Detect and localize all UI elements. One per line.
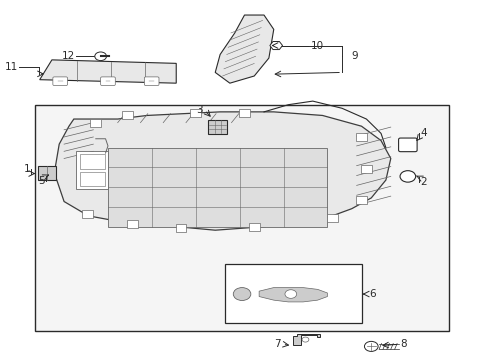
FancyBboxPatch shape — [175, 225, 186, 232]
Bar — [38, 166, 56, 180]
Polygon shape — [54, 112, 390, 230]
Text: 4: 4 — [419, 129, 426, 138]
Text: 2: 2 — [419, 177, 426, 187]
Circle shape — [95, 52, 106, 60]
Text: 9: 9 — [351, 51, 358, 61]
Polygon shape — [269, 41, 282, 50]
Circle shape — [302, 337, 308, 342]
FancyBboxPatch shape — [82, 210, 93, 218]
FancyBboxPatch shape — [53, 77, 67, 86]
Polygon shape — [40, 60, 176, 83]
FancyBboxPatch shape — [360, 165, 371, 173]
FancyBboxPatch shape — [239, 109, 249, 117]
Circle shape — [285, 290, 296, 298]
Text: 10: 10 — [310, 41, 323, 50]
Bar — [108, 148, 327, 226]
Text: 6: 6 — [368, 289, 375, 299]
FancyBboxPatch shape — [101, 77, 115, 86]
Text: 7: 7 — [274, 339, 281, 349]
Text: 1: 1 — [23, 164, 30, 174]
Circle shape — [399, 171, 415, 182]
Polygon shape — [259, 288, 327, 302]
Text: 8: 8 — [400, 339, 407, 349]
FancyBboxPatch shape — [190, 109, 201, 117]
Polygon shape — [215, 15, 273, 83]
FancyBboxPatch shape — [144, 77, 159, 86]
FancyBboxPatch shape — [127, 220, 138, 228]
FancyBboxPatch shape — [90, 119, 101, 127]
Bar — [80, 154, 104, 168]
Circle shape — [233, 288, 250, 301]
FancyBboxPatch shape — [122, 111, 133, 119]
FancyBboxPatch shape — [355, 196, 366, 204]
Text: 11: 11 — [4, 62, 18, 72]
Text: 12: 12 — [61, 51, 75, 61]
Bar — [35, 105, 448, 330]
Bar — [80, 172, 104, 186]
Bar — [224, 264, 361, 323]
Circle shape — [364, 341, 377, 351]
FancyBboxPatch shape — [398, 138, 416, 152]
Bar — [76, 151, 108, 189]
Text: 5: 5 — [38, 176, 44, 186]
FancyBboxPatch shape — [248, 224, 259, 231]
FancyBboxPatch shape — [326, 214, 337, 222]
Polygon shape — [293, 334, 320, 345]
FancyBboxPatch shape — [207, 120, 227, 134]
FancyBboxPatch shape — [355, 133, 366, 141]
Text: 3: 3 — [196, 105, 203, 115]
